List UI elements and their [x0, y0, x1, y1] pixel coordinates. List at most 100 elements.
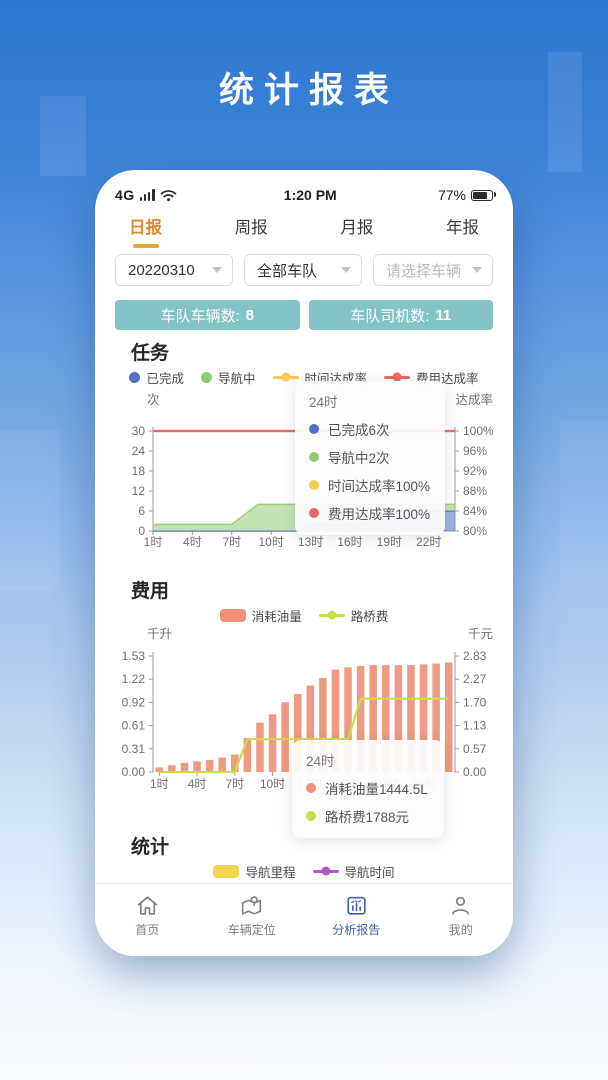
svg-text:千元: 千元 — [468, 627, 493, 641]
legend-item-bar[interactable]: 导航里程 — [213, 862, 296, 881]
nav-item-home[interactable]: 首页 — [95, 884, 200, 956]
svg-text:19时: 19时 — [377, 535, 402, 549]
tooltip-row: 消耗油量1444.5L — [306, 778, 430, 798]
series-dot-icon — [309, 480, 319, 490]
nav-label: 我的 — [448, 923, 473, 937]
svg-text:0.00: 0.00 — [122, 765, 146, 779]
home-icon — [137, 896, 157, 915]
vehicle-location-icon — [242, 896, 262, 915]
tab-monthly-report[interactable]: 月报 — [340, 219, 374, 237]
svg-text:0.57: 0.57 — [463, 742, 487, 756]
nav-label: 车辆定位 — [227, 923, 276, 937]
svg-text:18: 18 — [132, 464, 146, 478]
badge-label: 车队司机数: — [350, 307, 430, 325]
cost-chart-legend: 消耗油量 路桥费 — [115, 606, 493, 624]
fleet-vehicle-count-badge: 车队车辆数: 8 — [115, 300, 300, 330]
tooltip-value: 费用达成率100% — [328, 507, 431, 522]
legend-label: 路桥费 — [350, 609, 389, 624]
dot-swatch-icon — [200, 371, 212, 383]
stats-chart-legend: 导航里程 导航时间 — [115, 862, 493, 880]
tab-weekly-report[interactable]: 周报 — [234, 219, 268, 237]
date-select[interactable]: 20220310 — [115, 254, 233, 286]
svg-text:80%: 80% — [463, 524, 487, 538]
tooltip-row: 导航中2次 — [309, 447, 431, 467]
bottom-navigation: 首页 车辆定位 分析报告 — [95, 883, 513, 956]
nav-item-vehicle-location[interactable]: 车辆定位 — [200, 884, 305, 956]
svg-text:0.61: 0.61 — [122, 719, 146, 733]
bar-swatch-icon — [219, 608, 246, 622]
line-dot-swatch-icon — [384, 372, 411, 382]
svg-text:1.70: 1.70 — [463, 695, 487, 709]
legend-item-dot[interactable]: 导航中 — [200, 368, 256, 387]
tooltip-row: 时间达成率100% — [309, 475, 431, 495]
nav-item-analysis-report[interactable]: 分析报告 — [304, 884, 409, 956]
svg-text:0.00: 0.00 — [463, 765, 487, 779]
tooltip-value: 时间达成率100% — [328, 479, 431, 494]
profile-icon — [452, 896, 470, 915]
battery-percent: 77% — [437, 187, 466, 203]
skyline-decoration — [40, 96, 86, 176]
status-time: 1:20 PM — [283, 187, 337, 203]
line-dot-swatch-icon — [318, 610, 345, 620]
svg-text:达成率: 达成率 — [455, 392, 493, 407]
series-dot-icon — [309, 452, 319, 462]
legend-item-line-dot[interactable]: 路桥费 — [318, 606, 389, 625]
cost-chart[interactable]: 千升 千元 1.53 1.22 0.92 0.61 0.31 0.00 2.83 2.27 1.70… — [115, 624, 493, 792]
tab-yearly-report[interactable]: 年报 — [445, 219, 479, 237]
svg-text:1时: 1时 — [144, 535, 163, 549]
chevron-down-icon — [212, 267, 222, 273]
series-dot-icon — [306, 811, 316, 821]
tab-daily-report[interactable]: 日报 — [129, 214, 162, 248]
vehicle-select[interactable]: 请选择车辆 — [373, 254, 493, 286]
chevron-down-icon — [472, 267, 482, 273]
svg-text:100%: 100% — [463, 424, 493, 438]
vehicle-select-placeholder: 请选择车辆 — [386, 262, 462, 280]
fleet-select[interactable]: 全部车队 — [244, 254, 362, 286]
legend-item-line-dot[interactable]: 导航时间 — [312, 862, 395, 881]
legend-label: 导航时间 — [344, 865, 395, 880]
svg-text:7时: 7时 — [222, 535, 241, 549]
chevron-down-icon — [341, 267, 351, 273]
svg-text:0.92: 0.92 — [122, 695, 146, 709]
legend-item-dot[interactable]: 已完成 — [129, 368, 184, 387]
svg-text:84%: 84% — [463, 504, 487, 518]
tooltip-value: 消耗油量1444.5L — [325, 782, 428, 797]
skyline-decoration — [0, 430, 60, 590]
section-title-cost: 费用 — [131, 581, 170, 602]
report-period-tabs: 日报 周报 月报 年报 — [115, 214, 493, 248]
svg-text:7时: 7时 — [225, 777, 244, 791]
legend-label: 导航中 — [217, 371, 256, 386]
filter-row: 20220310 全部车队 请选择车辆 — [115, 254, 493, 286]
active-tab-underline — [132, 244, 159, 248]
cost-chart-tooltip: 24时 消耗油量1444.5L 路桥费1788元 — [292, 740, 444, 838]
nav-item-profile[interactable]: 我的 — [409, 884, 514, 956]
svg-text:次: 次 — [147, 393, 160, 407]
svg-text:千升: 千升 — [147, 627, 172, 641]
svg-text:22时: 22时 — [416, 535, 441, 549]
wifi-icon — [160, 189, 176, 201]
date-select-value: 20220310 — [128, 261, 195, 279]
page-title: 统计报表 — [218, 71, 399, 110]
line-dot-swatch-icon — [312, 866, 339, 876]
fleet-driver-count-badge: 车队司机数: 11 — [308, 300, 493, 330]
bar-swatch-icon — [213, 864, 240, 878]
nav-label: 分析报告 — [332, 923, 381, 937]
line-dot-swatch-icon — [272, 372, 299, 382]
svg-text:4时: 4时 — [183, 535, 202, 549]
svg-text:13时: 13时 — [298, 535, 323, 549]
svg-text:1.53: 1.53 — [122, 649, 146, 663]
legend-item-bar[interactable]: 消耗油量 — [219, 606, 302, 625]
phone-mockup: 4G 1:20 PM 77% 日报 周报 月报 年报 — [95, 170, 513, 956]
fleet-select-value: 全部车队 — [257, 262, 318, 280]
svg-text:1.13: 1.13 — [463, 719, 487, 733]
signal-strength-icon — [139, 189, 155, 201]
nav-label: 首页 — [135, 923, 160, 937]
section-title-tasks: 任务 — [131, 343, 170, 364]
skyline-decoration — [548, 52, 582, 172]
legend-label: 导航里程 — [245, 865, 296, 880]
tasks-chart-tooltip: 24时 已完成6次 导航中2次 时间达成率100% 费用达成率100% — [295, 381, 445, 535]
dot-swatch-icon — [129, 371, 141, 383]
tooltip-row: 费用达成率100% — [309, 503, 431, 523]
svg-text:6: 6 — [138, 504, 145, 518]
